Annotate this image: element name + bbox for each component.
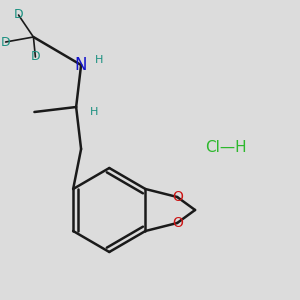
Text: N: N	[75, 56, 87, 74]
Text: H: H	[95, 55, 103, 65]
Text: H: H	[90, 107, 98, 117]
Text: D: D	[14, 8, 23, 22]
Text: D: D	[31, 50, 40, 64]
Text: Cl—H: Cl—H	[205, 140, 246, 155]
Text: D: D	[1, 35, 10, 49]
Text: O: O	[172, 216, 183, 230]
Text: O: O	[172, 190, 183, 204]
